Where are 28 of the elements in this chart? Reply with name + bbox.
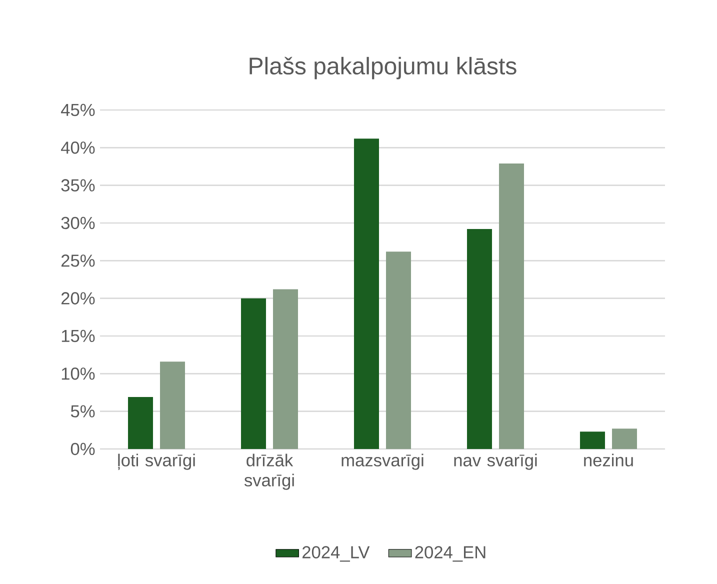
y-tick-label: 5% — [70, 405, 95, 418]
y-tick-label: 15% — [62, 330, 95, 342]
x-tick-label: nav svarīgi — [454, 454, 537, 470]
bar — [386, 252, 411, 449]
y-tick-label: 20% — [61, 292, 95, 304]
bar — [241, 298, 266, 449]
bar — [160, 362, 185, 449]
x-tick-label: drīzāk svarīgi — [244, 454, 294, 490]
bar — [580, 432, 605, 449]
legend-label: 2024_EN — [415, 546, 486, 562]
bar — [128, 397, 154, 449]
bar — [273, 289, 298, 449]
x-tick-label: mazsvarīgi — [342, 454, 424, 470]
y-tick-label: 30% — [61, 216, 95, 230]
y-tick-label: 35% — [61, 179, 95, 192]
x-tick-label: ļoti svarīgi — [118, 454, 195, 470]
y-tick-label: 25% — [61, 254, 95, 267]
y-tick-label: 45% — [61, 104, 95, 116]
bar — [354, 138, 379, 449]
legend-label: 2024_LV — [302, 546, 370, 562]
y-tick-label: 40% — [61, 142, 95, 154]
x-tick-label: nezinu — [584, 454, 633, 466]
y-tick-label: 0% — [70, 442, 95, 456]
bar — [467, 229, 492, 449]
chart-title: Plašs pakalpojumu klāsts — [250, 56, 516, 80]
bar — [499, 163, 524, 449]
bar — [612, 428, 637, 449]
y-tick-label: 10% — [62, 368, 95, 380]
